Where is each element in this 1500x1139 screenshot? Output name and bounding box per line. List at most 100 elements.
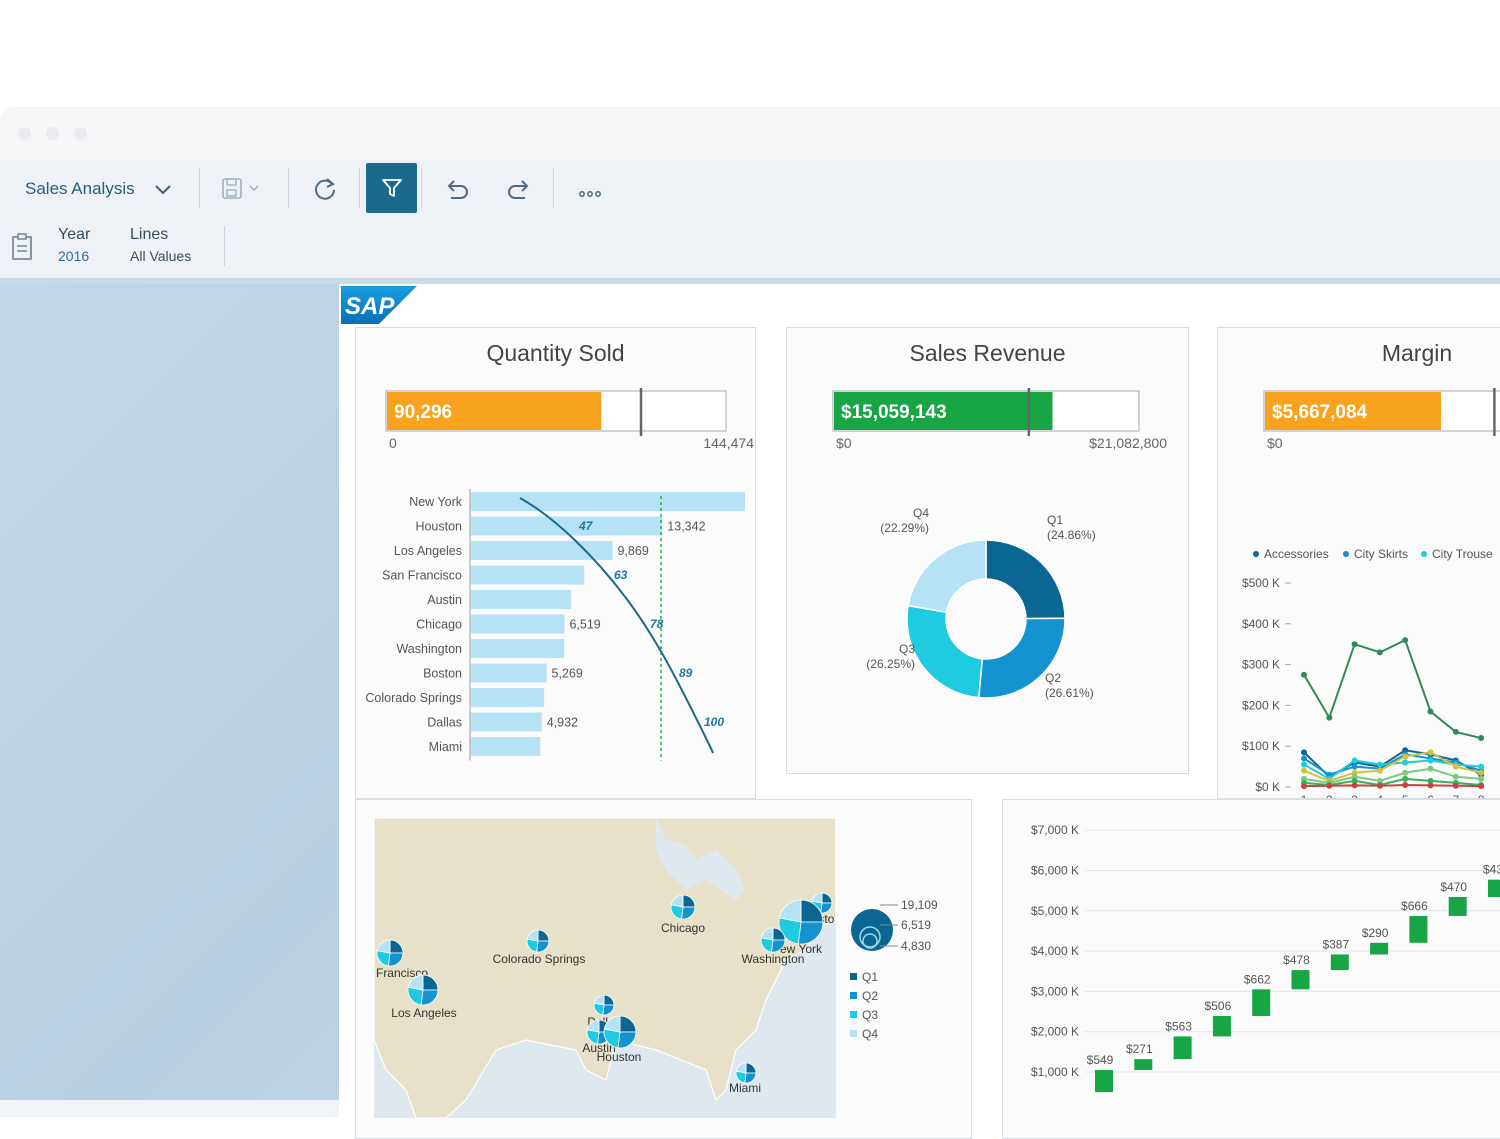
toolbar: Sales Analysis bbox=[0, 160, 1500, 218]
margin-series-point bbox=[1326, 783, 1332, 789]
filter-lines-value: All Values bbox=[130, 248, 191, 264]
save-button[interactable] bbox=[212, 160, 272, 218]
filter-year-value: 2016 bbox=[58, 248, 90, 264]
filter-button[interactable] bbox=[366, 163, 417, 213]
margin-series-point bbox=[1352, 757, 1358, 763]
y-tick-label: $4,000 K bbox=[1031, 944, 1079, 958]
filter-lines-label: Lines bbox=[130, 226, 191, 244]
donut-label: Q4 bbox=[913, 508, 929, 520]
bar-data-label: 4,932 bbox=[547, 716, 578, 730]
margin-series-point bbox=[1377, 768, 1383, 774]
waterfall-step-label: $387 bbox=[1322, 937, 1349, 951]
city-map-label: Chicago bbox=[661, 921, 705, 935]
waterfall-tile[interactable]: $1,000 K$2,000 K$3,000 K$4,000 K$5,000 K… bbox=[1002, 799, 1500, 1139]
margin-series-point bbox=[1402, 753, 1408, 759]
margin-bullet: $5,667,084$0 bbox=[1218, 388, 1500, 468]
city-label: Colorado Springs bbox=[365, 691, 462, 705]
donut-slice-q3 bbox=[907, 606, 982, 698]
margin-series-point bbox=[1402, 760, 1408, 766]
margin-series-point bbox=[1402, 776, 1408, 782]
close-window-dot[interactable] bbox=[18, 127, 31, 140]
kpi-value: $5,667,084 bbox=[1272, 402, 1368, 423]
waterfall-step-label: $271 bbox=[1126, 1042, 1153, 1056]
quarter-legend-swatch bbox=[850, 1030, 857, 1037]
margin-series-point bbox=[1453, 783, 1459, 789]
x-tick-label: 4 bbox=[1377, 793, 1384, 798]
y-tick-label: $100 K bbox=[1242, 739, 1280, 753]
save-icon bbox=[220, 177, 264, 201]
waterfall-step-bar bbox=[1134, 1059, 1152, 1070]
clipboard-icon[interactable] bbox=[11, 233, 33, 261]
quantity-sold-title: Quantity Sold bbox=[356, 340, 755, 367]
quarter-legend-swatch bbox=[850, 992, 857, 999]
app-title-dropdown[interactable]: Sales Analysis bbox=[18, 160, 188, 218]
city-label: New York bbox=[409, 495, 463, 509]
waterfall-step-label: $470 bbox=[1440, 880, 1467, 894]
donut-slice-q1 bbox=[986, 540, 1065, 619]
legend-dot bbox=[1421, 551, 1427, 557]
margin-tile[interactable]: Margin $5,667,084$0 Accessories City Skir… bbox=[1217, 327, 1500, 799]
legend-item: City Trouse bbox=[1432, 547, 1493, 561]
waterfall-step-label: $506 bbox=[1205, 999, 1232, 1013]
city-label: Miami bbox=[429, 740, 462, 754]
sap-logo-text: SAP bbox=[345, 293, 395, 320]
waterfall-step-bar bbox=[1095, 1070, 1113, 1092]
pareto-data-label: 100 bbox=[704, 715, 724, 729]
margin-series-point bbox=[1352, 641, 1358, 647]
margin-series-point bbox=[1402, 637, 1408, 643]
waterfall-step-bar bbox=[1331, 954, 1349, 970]
quarter-legend-swatch bbox=[850, 1011, 857, 1018]
size-legend-value: 19,109 bbox=[901, 898, 938, 912]
sales-revenue-tile[interactable]: Sales Revenue $15,059,143$0$21,082,800 Q… bbox=[786, 327, 1189, 774]
legend-item: City Skirts bbox=[1354, 547, 1408, 561]
waterfall-step-bar bbox=[1213, 1016, 1231, 1036]
kpi-max-label: 144,474 bbox=[703, 435, 754, 451]
y-tick-label: $1,000 K bbox=[1031, 1065, 1079, 1079]
kpi-value: $15,059,143 bbox=[841, 402, 947, 423]
waterfall-step-bar bbox=[1409, 916, 1427, 943]
margin-series-point bbox=[1428, 766, 1434, 772]
undo-button[interactable] bbox=[436, 160, 480, 218]
city-bar bbox=[471, 615, 564, 634]
city-bar bbox=[471, 639, 564, 658]
margin-series-point bbox=[1478, 764, 1484, 770]
pareto-data-label: 47 bbox=[578, 519, 594, 533]
legend-item: Accessories bbox=[1264, 547, 1329, 561]
legend-dot bbox=[1343, 551, 1349, 557]
pareto-data-label: 78 bbox=[650, 617, 664, 631]
y-tick-label: $2,000 K bbox=[1031, 1025, 1079, 1039]
donut-pct-label: (24.86%) bbox=[1047, 528, 1096, 542]
x-tick-label: 8 bbox=[1478, 793, 1485, 798]
city-label: San Francisco bbox=[382, 569, 462, 583]
minimize-window-dot[interactable] bbox=[46, 127, 59, 140]
filter-year[interactable]: Year 2016 bbox=[58, 226, 90, 264]
redo-button[interactable] bbox=[496, 160, 540, 218]
margin-series-point bbox=[1453, 729, 1459, 735]
revenue-waterfall-chart: $1,000 K$2,000 K$3,000 K$4,000 K$5,000 K… bbox=[1003, 800, 1500, 1120]
filter-bar: Year 2016 Lines All Values bbox=[0, 218, 1500, 278]
refresh-button[interactable] bbox=[303, 160, 347, 218]
city-label: Austin bbox=[427, 593, 462, 607]
x-tick-label: 3 bbox=[1351, 793, 1358, 798]
bar-data-label: 13,342 bbox=[667, 520, 705, 534]
maximize-window-dot[interactable] bbox=[74, 127, 87, 140]
bar-data-label: 6,519 bbox=[569, 618, 600, 632]
donut-label: Q3 bbox=[899, 642, 915, 656]
pareto-data-label: 89 bbox=[679, 666, 693, 680]
city-label: Houston bbox=[415, 520, 462, 534]
filter-lines[interactable]: Lines All Values bbox=[130, 226, 191, 264]
margin-series-point bbox=[1301, 749, 1307, 755]
filter-icon bbox=[380, 176, 404, 200]
quarter-legend-label: Q4 bbox=[862, 1027, 878, 1041]
refresh-icon bbox=[312, 176, 338, 202]
quarter-legend-label: Q2 bbox=[862, 989, 878, 1003]
donut-label: Q1 bbox=[1047, 513, 1063, 527]
donut-pct-label: (26.25%) bbox=[866, 657, 915, 671]
margin-title: Margin bbox=[1218, 340, 1500, 367]
more-button[interactable] bbox=[568, 160, 612, 218]
